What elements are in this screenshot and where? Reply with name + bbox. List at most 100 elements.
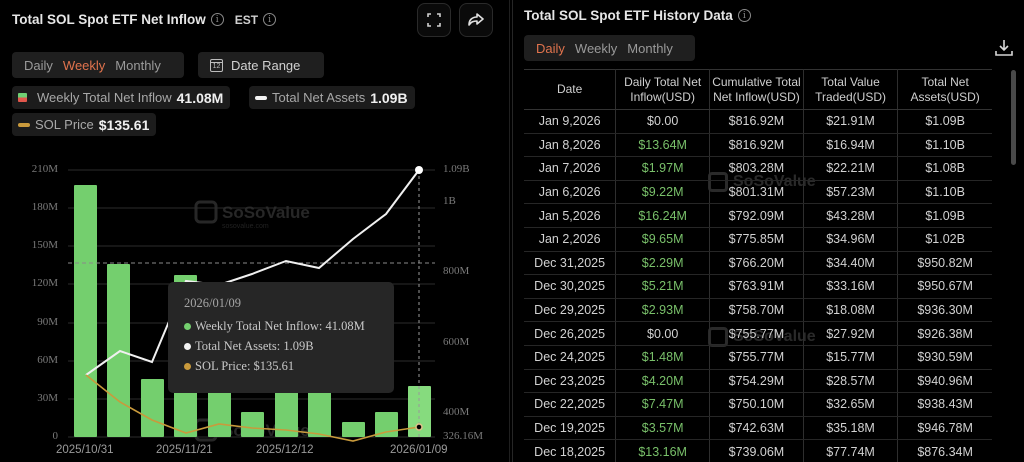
cell-assets: $940.96M	[897, 369, 992, 394]
download-icon[interactable]	[994, 38, 1014, 58]
cell-date: Dec 31,2025	[524, 251, 617, 276]
cell-traded: $77.74M	[803, 439, 899, 462]
tooltip-row: Total Net Assets: 1.09B	[184, 336, 394, 356]
cell-date: Jan 2,2026	[524, 227, 617, 252]
cell-traded: $28.57M	[803, 369, 899, 394]
date-range-label: Date Range	[231, 57, 301, 73]
legend-weekly-inflow[interactable]: Weekly Total Net Inflow 41.08M	[12, 86, 231, 109]
cell-daily-inflow: $9.65M	[615, 227, 711, 252]
cell-assets: $950.82M	[897, 251, 992, 276]
cell-daily-inflow: $3.57M	[615, 416, 711, 441]
table-row[interactable]: Dec 23,2025 $4.20M $754.29M $28.57M $940.96M	[524, 369, 992, 394]
inflow-chart[interactable]: 210M 180M 150M 120M 90M 60M 30M 0 1.09B …	[0, 150, 510, 462]
cell-assets: $1.09B	[897, 203, 992, 228]
tab-weekly[interactable]: Weekly	[62, 57, 106, 73]
cell-traded: $32.65M	[803, 392, 899, 417]
col-date[interactable]: Date	[524, 69, 617, 110]
inflow-bars	[74, 185, 431, 437]
bar-swatch-icon	[18, 93, 27, 102]
fullscreen-button[interactable]	[417, 3, 451, 37]
cell-daily-inflow: $1.48M	[615, 345, 711, 370]
cell-daily-inflow: $1.97M	[615, 156, 711, 181]
cell-cumulative: $816.92M	[709, 109, 804, 134]
table-row[interactable]: Dec 22,2025 $7.47M $750.10M $32.65M $938.43M	[524, 392, 992, 417]
info-icon[interactable]: i	[737, 9, 751, 22]
tab-monthly[interactable]: Monthly	[115, 57, 161, 73]
chart-tooltip: 2026/01/09 Weekly Total Net Inflow: 41.0…	[168, 282, 394, 393]
cell-cumulative: $816.92M	[709, 133, 804, 158]
table-row[interactable]: Jan 9,2026 $0.00 $816.92M $21.91M $1.09B	[524, 109, 992, 134]
col-daily-net-inflow[interactable]: Daily Total Net Inflow(USD)	[615, 69, 711, 110]
tooltip-row: SOL Price: $135.61	[184, 356, 394, 376]
table-row[interactable]: Dec 18,2025 $13.16M $739.06M $77.74M $876.34…	[524, 439, 992, 462]
chart-title-row: Total SOL Spot ETF Net Inflow i EST i	[12, 12, 277, 27]
cell-date: Jan 6,2026	[524, 180, 617, 205]
table-row[interactable]: Dec 31,2025 $2.29M $766.20M $34.40M $950.82M	[524, 251, 992, 276]
y2-tick: 800M	[443, 265, 470, 277]
cell-traded: $35.18M	[803, 416, 899, 441]
svg-text:sosovalue.com: sosovalue.com	[222, 223, 269, 230]
calendar-icon: 12	[210, 58, 223, 72]
cell-daily-inflow: $2.93M	[615, 298, 711, 323]
col-cumulative-net-inflow[interactable]: Cumulative Total Net Inflow(USD)	[709, 69, 804, 110]
cell-traded: $15.77M	[803, 345, 899, 370]
cell-date: Jan 8,2026	[524, 133, 617, 158]
col-total-net-assets[interactable]: Total Net Assets(USD)	[897, 69, 992, 110]
cell-assets: $936.30M	[897, 298, 992, 323]
tab-weekly[interactable]: Weekly	[574, 40, 618, 56]
cell-assets: $930.59M	[897, 345, 992, 370]
history-period-tabs: Daily Weekly Monthly	[524, 35, 695, 61]
cell-assets: $1.02B	[897, 227, 992, 252]
legend-label: Total Net Assets	[272, 90, 366, 105]
col-total-value-traded[interactable]: Total Value Traded(USD)	[803, 69, 899, 110]
legend-value: $135.61	[98, 116, 150, 133]
cell-assets: $1.10B	[897, 133, 992, 158]
cell-traded: $27.92M	[803, 321, 899, 346]
table-row[interactable]: Dec 26,2025 $0.00 $755.77M $27.92M $926.38M	[524, 321, 992, 346]
history-title-row: Total SOL Spot ETF History Data i	[524, 8, 751, 23]
cell-assets: $876.34M	[897, 439, 992, 462]
cell-traded: $34.96M	[803, 227, 899, 252]
legend-sol-price[interactable]: SOL Price $135.61	[12, 113, 157, 136]
chart-title: Total SOL Spot ETF Net Inflow	[12, 12, 206, 27]
table-scrollbar[interactable]	[1011, 70, 1016, 165]
timezone-info-icon[interactable]: i	[263, 13, 277, 26]
table-row[interactable]: Jan 7,2026 $1.97M $803.28M $22.21M $1.08B	[524, 156, 992, 181]
x-tick: 2025/12/12	[256, 444, 314, 456]
fullscreen-icon	[427, 13, 441, 27]
cell-date: Jan 9,2026	[524, 109, 617, 134]
legend-total-net-assets[interactable]: Total Net Assets 1.09B	[249, 86, 415, 109]
cell-assets: $1.08B	[897, 156, 992, 181]
white-dot-icon	[184, 342, 191, 350]
table-row[interactable]: Dec 19,2025 $3.57M $742.63M $35.18M $946.78M	[524, 416, 992, 441]
y-tick: 30M	[37, 392, 58, 404]
cell-date: Jan 5,2026	[524, 203, 617, 228]
y2-tick: 600M	[443, 336, 470, 348]
table-row[interactable]: Dec 24,2025 $1.48M $755.77M $15.77M $930.59M	[524, 345, 992, 370]
cell-daily-inflow: $0.00	[615, 109, 711, 134]
tab-daily[interactable]: Daily	[536, 40, 565, 56]
tab-monthly[interactable]: Monthly	[627, 40, 673, 56]
x-tick: 2025/10/31	[56, 444, 114, 456]
info-icon[interactable]: i	[210, 13, 224, 26]
tooltip-inflow: Weekly Total Net Inflow: 41.08M	[195, 318, 365, 333]
cell-assets: $938.43M	[897, 392, 992, 417]
table-row[interactable]: Jan 2,2026 $9.65M $775.85M $34.96M $1.02B	[524, 227, 992, 252]
share-button[interactable]	[459, 3, 493, 37]
table-row[interactable]: Jan 8,2026 $13.64M $816.92M $16.94M $1.10B	[524, 133, 992, 158]
y2-tick: 400M	[443, 406, 470, 418]
cell-cumulative: $803.28M	[709, 156, 804, 181]
cell-traded: $22.21M	[803, 156, 899, 181]
svg-text:SoSoValue: SoSoValue	[222, 203, 310, 222]
table-header-row: Date Daily Total Net Inflow(USD) Cumulati…	[524, 69, 992, 110]
table-row[interactable]: Jan 6,2026 $9.22M $801.31M $57.23M $1.10B	[524, 180, 992, 205]
cell-daily-inflow: $4.20M	[615, 369, 711, 394]
date-range-button[interactable]: 12 Date Range	[198, 52, 324, 78]
table-row[interactable]: Dec 30,2025 $5.21M $763.91M $33.16M $950.67M	[524, 274, 992, 299]
cell-daily-inflow: $0.00	[615, 321, 711, 346]
tab-daily[interactable]: Daily	[24, 57, 53, 73]
table-row[interactable]: Jan 5,2026 $16.24M $792.09M $43.28M $1.09B	[524, 203, 992, 228]
cell-cumulative: $739.06M	[709, 439, 804, 462]
table-row[interactable]: Dec 29,2025 $2.93M $758.70M $18.08M $936.30M	[524, 298, 992, 323]
cell-traded: $16.94M	[803, 133, 899, 158]
